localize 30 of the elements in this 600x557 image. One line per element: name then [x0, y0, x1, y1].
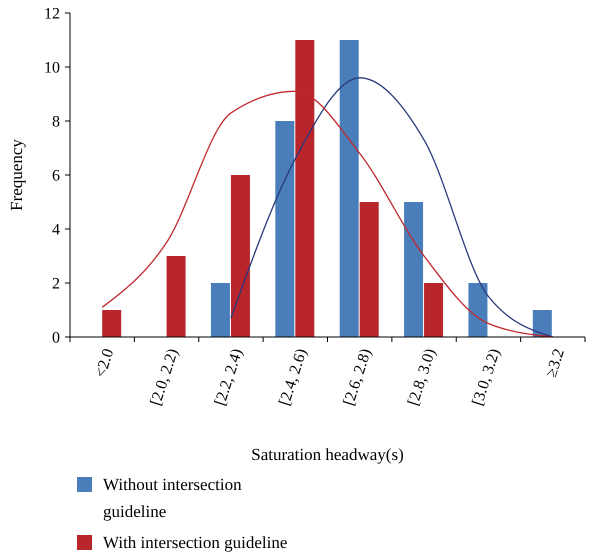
bar — [404, 202, 424, 337]
y-tick-label: 8 — [52, 114, 60, 131]
bar — [210, 283, 230, 337]
y-tick-label: 0 — [52, 330, 60, 347]
x-tick-label: <2.0 — [92, 346, 118, 380]
x-tick-label: [2.6, 2.8) — [340, 346, 375, 408]
x-axis-title: Saturation headway(s) — [251, 445, 404, 464]
bar — [230, 175, 250, 337]
y-tick-label: 2 — [52, 276, 60, 293]
x-tick-label: [3.0, 3.2) — [469, 346, 504, 408]
x-tick-label: [2.8, 3.0) — [404, 346, 440, 408]
line-series — [230, 77, 554, 338]
bar — [102, 310, 122, 337]
x-tick-label: ≥3.2 — [542, 346, 568, 380]
bar — [360, 202, 379, 337]
legend-label: Without intersection guideline — [103, 474, 242, 522]
bar — [468, 283, 488, 337]
x-tick-label: [2.0, 2.2) — [147, 346, 182, 408]
y-tick-label: 10 — [44, 60, 60, 77]
x-tick-label: [2.2, 2.4) — [212, 346, 246, 408]
bar — [340, 40, 359, 337]
x-tick-label: [2.4, 2.6) — [276, 346, 310, 408]
y-tick-label: 12 — [44, 6, 60, 23]
legend-label: With intersection guideline — [103, 532, 288, 552]
y-tick-label: 4 — [52, 222, 60, 239]
bar — [275, 121, 294, 337]
y-tick-label: 6 — [52, 168, 60, 185]
bar — [166, 256, 186, 337]
bar — [532, 310, 552, 337]
y-axis-title: Frequency — [7, 138, 26, 211]
